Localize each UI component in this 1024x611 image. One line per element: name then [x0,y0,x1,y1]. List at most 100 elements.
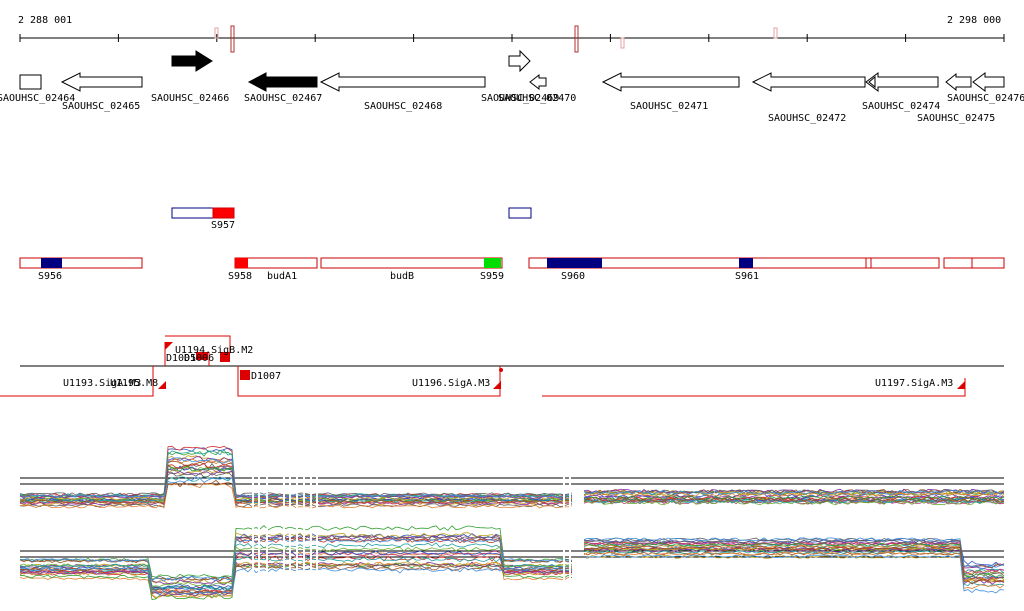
region-segment-s961[interactable] [739,258,753,268]
gene-label: SAOUHSC_02475 [917,113,995,124]
tu-line-u1196[interactable] [237,366,501,397]
ruler-marker [773,27,778,39]
tu-promoter-marker [165,342,173,350]
tu-terminator-marker [957,381,965,389]
gene-label: SAOUHSC_02476 [947,93,1024,104]
region-track-minus: S956 S958 budA1 budB S959 S960 S961 [19,257,1005,282]
tu-label: D1005 [166,353,196,364]
expression-gap [316,468,318,512]
region-label: S957 [211,220,235,231]
expression-trace [583,542,1005,578]
tu-label: U1197.SigA.M3 [875,378,953,389]
tu-label: U1196.SigA.M3 [412,378,490,389]
expression-traces [19,445,1005,512]
gene-arrow[interactable] [508,49,531,73]
expression-track-minus [19,525,1005,600]
gene-label: SAOUHSC_02466 [151,93,229,104]
region-segment-s960[interactable] [547,258,602,268]
tu-label: U1193.SigA.M3 [63,378,141,389]
expression-trace [583,554,1005,583]
gene-label: SAOUHSC_02469 [481,93,559,104]
region-box[interactable] [19,257,143,269]
expression-gap [316,528,318,584]
ruler-marker [230,25,235,53]
expression-trace [583,550,1005,588]
gene-arrow[interactable] [945,72,972,92]
expression-trace [583,500,1005,506]
expression-gap [563,468,565,512]
gene-arrow[interactable] [247,72,318,92]
expression-traces [19,525,1005,600]
region-label: S961 [735,271,759,282]
region-segment-s958[interactable] [235,258,248,268]
gene-arrow[interactable] [865,72,939,92]
expression-trace [583,547,1005,583]
tu-terminator-marker [158,381,166,389]
gene-arrow[interactable] [319,72,486,92]
tu-site-marker[interactable] [220,352,230,362]
coordinate-ruler: 2 288 001 2 298 000 [18,15,1005,53]
expression-trace [583,545,1005,585]
gene-label: SAOUHSC_02464 [0,93,75,104]
expression-track-plus [19,445,1005,512]
expression-gap [283,528,285,584]
ruler-markers [214,25,778,53]
gene-arrow[interactable] [601,72,740,92]
gene-label: SAOUHSC_02472 [768,113,846,124]
region-segment-s959[interactable] [484,258,501,268]
expression-trace [583,548,1005,585]
expression-gap [258,528,260,584]
region-segment-s957[interactable] [212,207,235,219]
expression-gap [296,468,298,512]
tu-terminator-marker [493,381,501,389]
expression-gap [266,468,268,512]
gene-arrow[interactable] [19,74,42,90]
ruler-marker [574,25,579,53]
expression-gap [252,528,254,584]
expression-gap [266,528,268,584]
tu-line-u1193[interactable] [0,366,154,397]
expression-gap [289,528,291,584]
expression-gap [258,468,260,512]
expression-trace [583,543,1005,575]
expression-gap [569,528,571,584]
region-segment-s956[interactable] [41,258,62,268]
gene-arrow[interactable] [751,72,866,92]
tu-site-marker[interactable] [240,370,250,380]
gene-arrow-overlap [868,75,876,89]
gene-arrow[interactable] [60,72,143,92]
tu-line-u1194[interactable] [165,335,231,352]
expression-gap [563,528,565,584]
gene-label: SAOUHSC_02468 [364,101,442,112]
expression-gap [303,528,305,584]
tu-label: D1006 [184,353,214,364]
ruler-marker [620,37,625,49]
gene-arrow[interactable] [529,73,547,91]
ruler-start-coordinate: 2 288 001 [18,15,72,26]
expression-trace [583,489,1005,495]
region-label: budB [390,271,414,282]
gene-label: SAOUHSC_02474 [862,101,940,112]
tu-label: U1194.SigB.M2 [175,345,253,356]
expression-gap [283,468,285,512]
region-label: S956 [38,271,62,282]
expression-gap [296,528,298,584]
expression-gap [310,528,312,584]
expression-trace [583,539,1005,578]
region-box[interactable] [528,257,940,269]
gene-arrow[interactable] [171,50,213,72]
region-box[interactable] [320,257,503,269]
tu-site-marker[interactable] [196,352,208,360]
expression-gap [569,468,571,512]
expression-trace [584,541,1005,572]
region-box[interactable] [508,207,532,219]
region-box[interactable] [943,257,1005,269]
expression-trace [583,551,1005,589]
region-label: S960 [561,271,585,282]
ruler-ticks [19,34,1005,42]
expression-trace [583,554,1005,594]
gene-arrow[interactable] [972,72,1005,92]
region-label: S958 [228,271,252,282]
expression-trace [583,495,1005,501]
